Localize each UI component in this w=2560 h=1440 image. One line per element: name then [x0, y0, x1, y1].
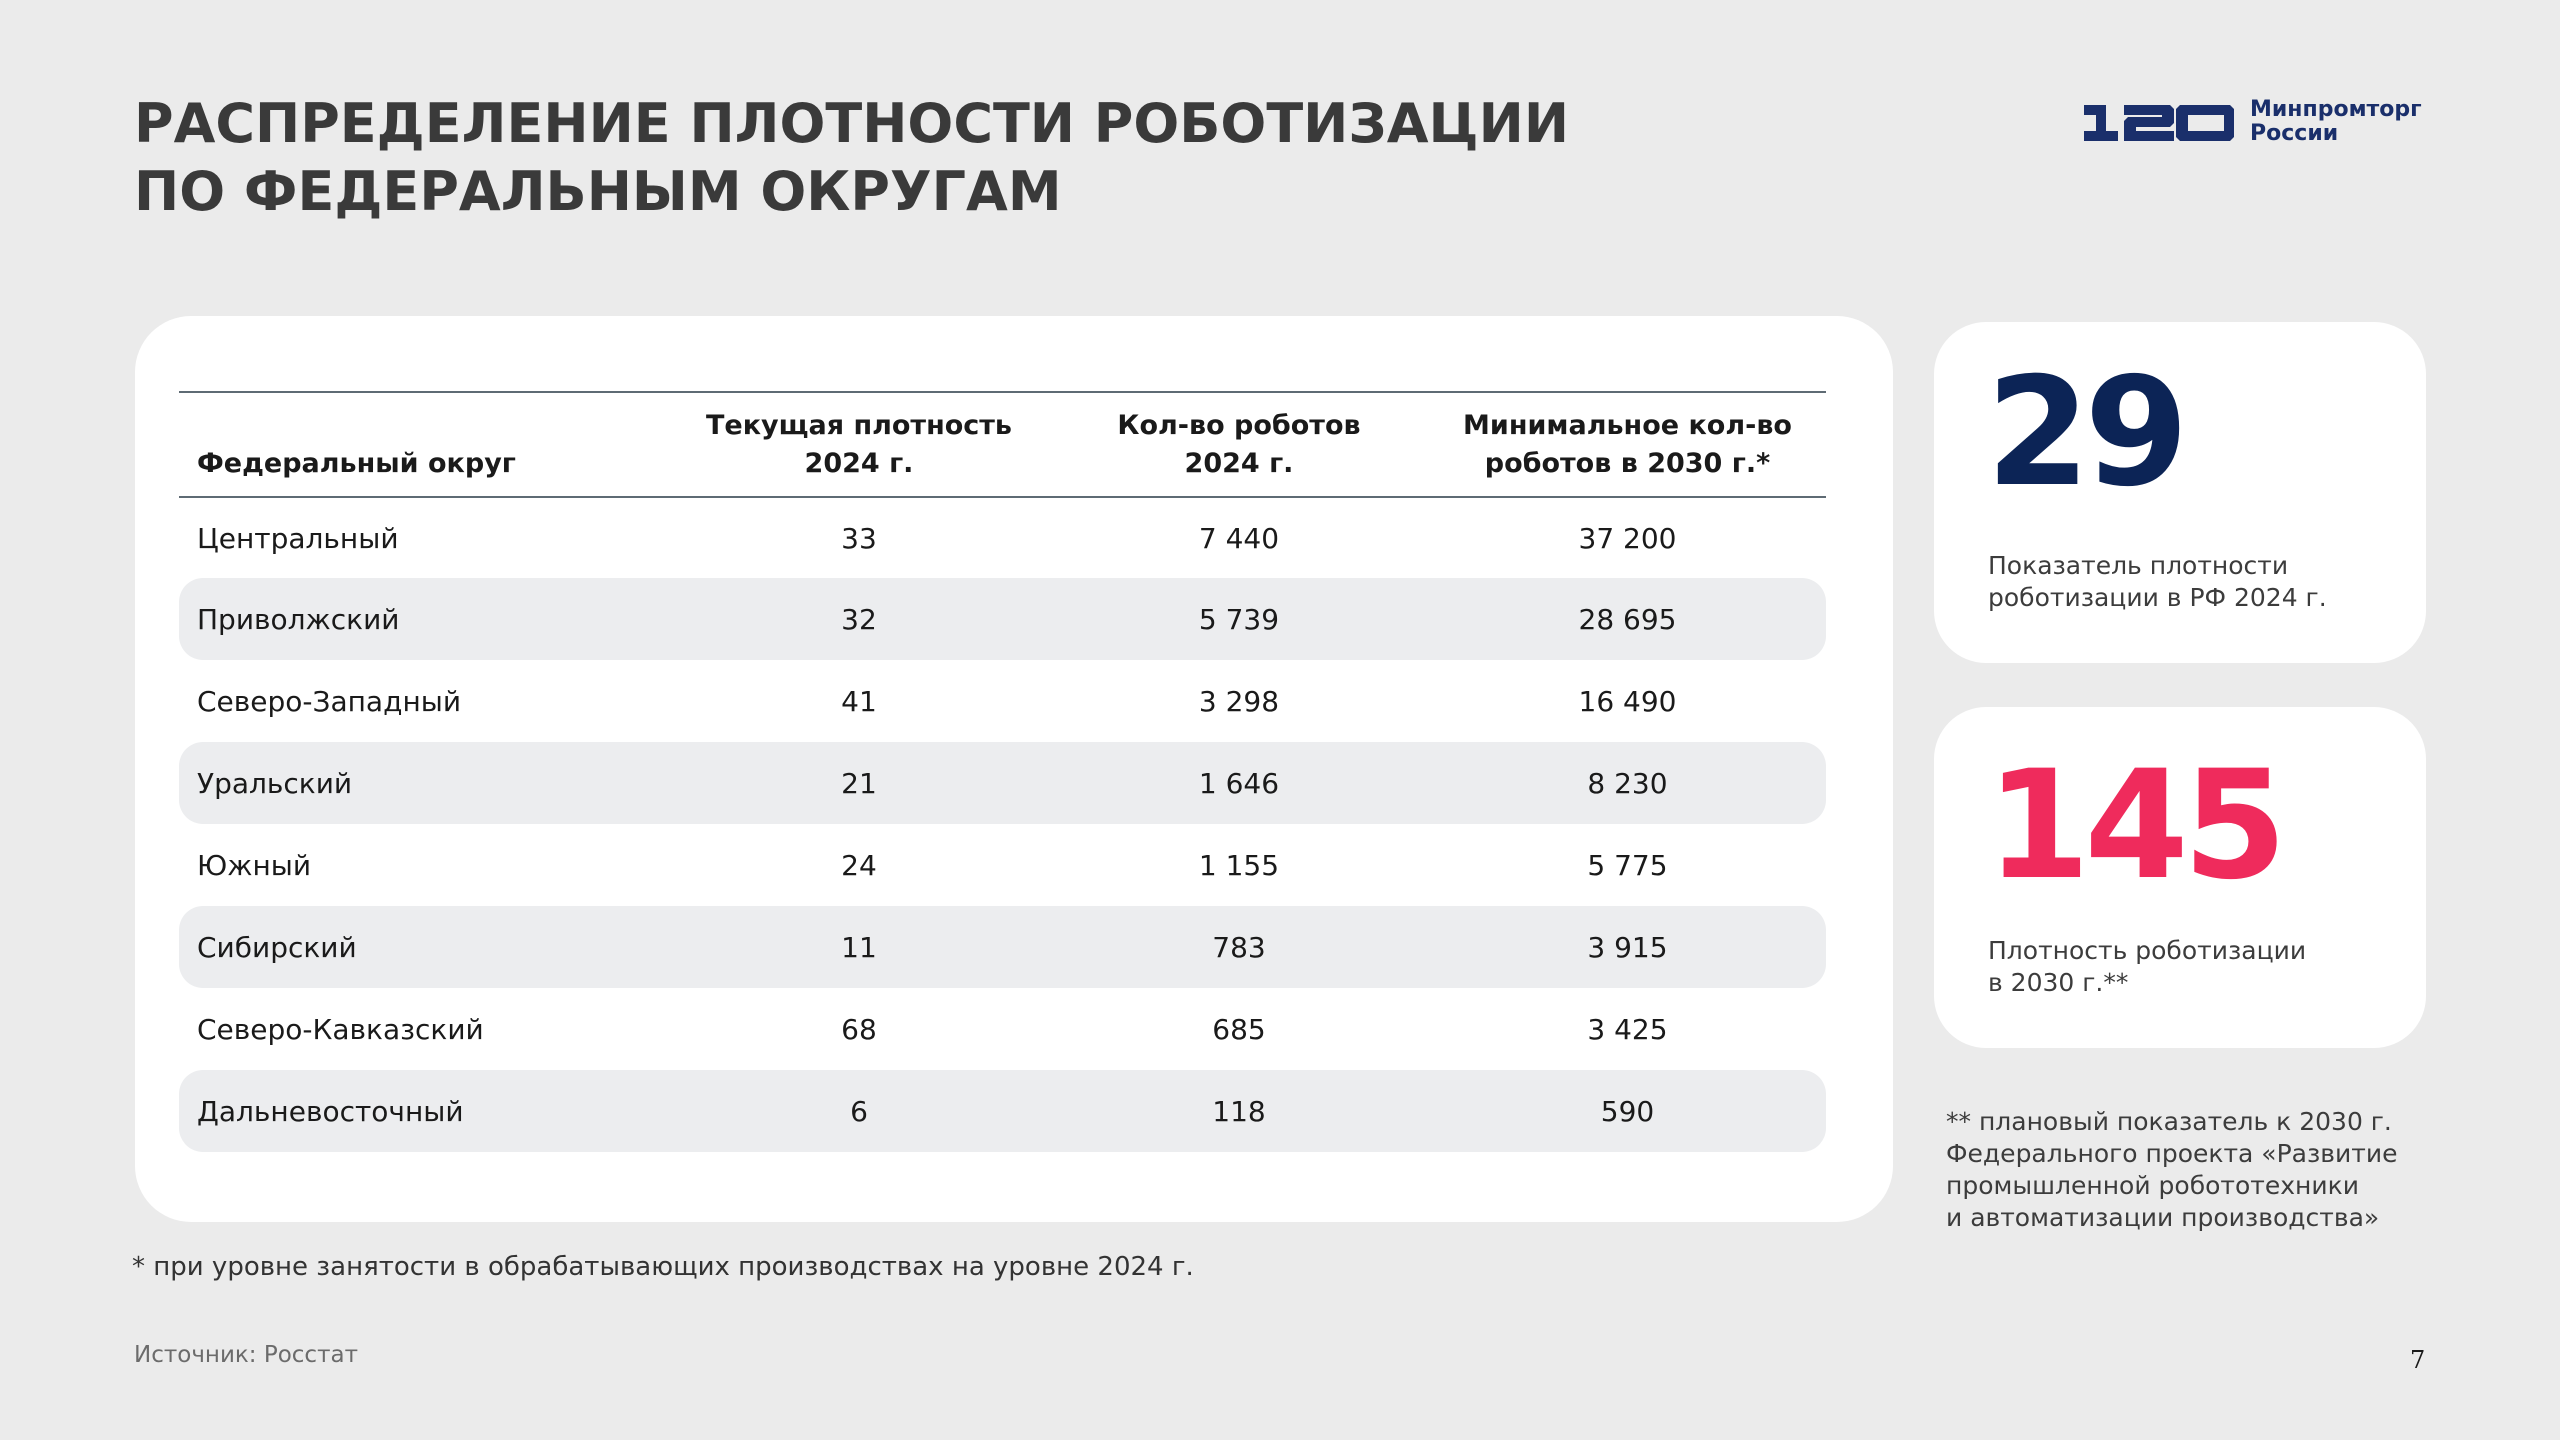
cell-robots: 118 [1212, 1094, 1266, 1128]
cell-density: 24 [841, 848, 877, 882]
cell-district: Южный [197, 848, 312, 882]
cell-district: Сибирский [197, 930, 357, 964]
header-density-2024: Текущая плотность 2024 г. [669, 407, 1049, 483]
cell-district: Приволжский [197, 602, 400, 636]
cell-density: 11 [841, 930, 877, 964]
stat-label-line-1: Показатель плотности [1988, 551, 2289, 580]
logo-text-line-2: России [2250, 121, 2339, 146]
logo-120-mark [2084, 105, 2234, 141]
table-top-divider [179, 391, 1826, 393]
stat-label-line-1: Плотность роботизации [1988, 936, 2307, 965]
table-header: Федеральный округ Текущая плотность 2024… [179, 393, 1826, 496]
table-row: Северо-Кавказский 68 685 3 425 [179, 988, 1826, 1070]
stat-card-density-2024: 29 Показатель плотности роботизации в РФ… [1934, 322, 2426, 663]
footnote-single-star: * при уровне занятости в обрабатывающих … [132, 1252, 1194, 1282]
cell-min-robots: 3 425 [1587, 1012, 1668, 1046]
cell-robots: 7 440 [1198, 521, 1280, 555]
cell-district: Уральский [197, 766, 353, 800]
header-district-label: Федеральный округ [197, 447, 516, 479]
footnote-double-star: ** плановый показатель к 2030 г. Федерал… [1946, 1106, 2436, 1234]
table-body: Центральный 33 7 440 37 200 Приволжский … [179, 498, 1826, 1152]
cell-min-robots: 8 230 [1587, 766, 1668, 800]
footnote-line: Федерального проекта «Развитие [1946, 1139, 2398, 1168]
header-robots-line-2: 2024 г. [1184, 447, 1294, 479]
cell-min-robots: 16 490 [1578, 684, 1677, 718]
table-header-divider [179, 496, 1826, 498]
cell-district: Дальневосточный [197, 1094, 464, 1128]
cell-district: Северо-Западный [197, 684, 462, 718]
stat-value: 29 [1986, 346, 2189, 520]
cell-min-robots: 37 200 [1578, 521, 1677, 555]
stat-card-density-2030: 145 Плотность роботизации в 2030 г.** [1934, 707, 2426, 1048]
stat-value: 145 [1986, 739, 2287, 913]
cell-district: Центральный [197, 521, 399, 555]
table-card: Федеральный округ Текущая плотность 2024… [135, 316, 1893, 1222]
cell-density: 68 [841, 1012, 877, 1046]
cell-robots: 1 646 [1198, 766, 1280, 800]
table-row: Северо-Западный 41 3 298 16 490 [179, 660, 1826, 742]
header-robots-2024: Кол-во роботов 2024 г. [1049, 407, 1429, 483]
header-min-robots-line-1: Минимальное кол-во [1463, 409, 1792, 441]
cell-robots: 3 298 [1198, 684, 1280, 718]
table-row: Южный 24 1 155 5 775 [179, 824, 1826, 906]
cell-robots: 783 [1212, 930, 1266, 964]
table-row: Приволжский 32 5 739 28 695 [179, 578, 1826, 660]
stat-label: Плотность роботизации в 2030 г.** [1988, 935, 2408, 999]
cell-robots: 5 739 [1198, 602, 1280, 636]
cell-min-robots: 28 695 [1578, 602, 1677, 636]
cell-density: 21 [841, 766, 877, 800]
footnote-line: промышленной робототехники [1946, 1171, 2359, 1200]
logo-text-line-1: Минпромторг [2250, 97, 2422, 122]
title-line-2: ПО ФЕДЕРАЛЬНЫМ ОКРУГАМ [134, 160, 1062, 223]
cell-density: 6 [850, 1094, 868, 1128]
page-number: 7 [2410, 1346, 2426, 1374]
stat-label-line-2: в 2030 г.** [1988, 968, 2129, 997]
header-district: Федеральный округ [179, 407, 669, 483]
footnote-line: ** плановый показатель к 2030 г. [1946, 1107, 2392, 1136]
cell-district: Северо-Кавказский [197, 1012, 484, 1046]
table-row: Дальневосточный 6 118 590 [179, 1070, 1826, 1152]
source-note: Источник: Росстат [134, 1342, 358, 1368]
cell-min-robots: 3 915 [1587, 930, 1668, 964]
cell-min-robots: 590 [1600, 1094, 1655, 1128]
stat-label: Показатель плотности роботизации в РФ 20… [1988, 550, 2408, 614]
header-density-line-1: Текущая плотность [705, 409, 1013, 441]
table-row: Уральский 21 1 646 8 230 [179, 742, 1826, 824]
cell-density: 33 [841, 521, 877, 555]
cell-min-robots: 5 775 [1587, 848, 1668, 882]
header-robots-line-1: Кол-во роботов [1117, 409, 1361, 441]
header-density-line-2: 2024 г. [804, 447, 914, 479]
page-title: РАСПРЕДЕЛЕНИЕ ПЛОТНОСТИ РОБОТИЗАЦИИ ПО Ф… [134, 90, 1569, 226]
table-row: Сибирский 11 783 3 915 [179, 906, 1826, 988]
cell-density: 32 [841, 602, 877, 636]
districts-table: Федеральный округ Текущая плотность 2024… [179, 391, 1826, 1152]
header-min-robots-2030: Минимальное кол-во роботов в 2030 г.* [1429, 407, 1826, 483]
table-row: Центральный 33 7 440 37 200 [179, 498, 1826, 578]
stat-label-line-2: роботизации в РФ 2024 г. [1988, 583, 2327, 612]
footnote-line: и автоматизации производства» [1946, 1203, 2380, 1232]
title-line-1: РАСПРЕДЕЛЕНИЕ ПЛОТНОСТИ РОБОТИЗАЦИИ [134, 92, 1570, 155]
ministry-logo: Минпромторг России [2084, 98, 2422, 146]
cell-robots: 1 155 [1198, 848, 1280, 882]
logo-text: Минпромторг России [2250, 98, 2422, 146]
logo-120-icon [2084, 101, 2234, 143]
header-min-robots-line-2: роботов в 2030 г.* [1484, 447, 1771, 479]
cell-robots: 685 [1212, 1012, 1266, 1046]
cell-density: 41 [841, 684, 877, 718]
